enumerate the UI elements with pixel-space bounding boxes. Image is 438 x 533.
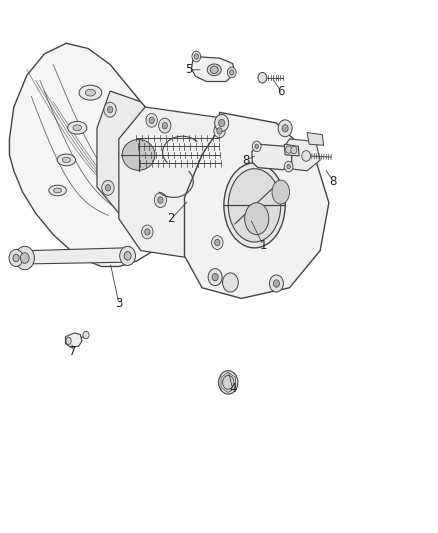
Circle shape [285, 146, 291, 154]
Circle shape [222, 375, 233, 389]
Circle shape [15, 246, 34, 270]
Polygon shape [184, 112, 328, 298]
Circle shape [105, 184, 110, 191]
Circle shape [154, 192, 166, 207]
Ellipse shape [272, 180, 289, 204]
Circle shape [214, 115, 228, 132]
Circle shape [290, 147, 296, 154]
Polygon shape [97, 91, 180, 224]
Circle shape [191, 51, 200, 62]
Circle shape [104, 102, 116, 117]
Circle shape [254, 144, 258, 149]
Circle shape [20, 253, 29, 263]
Circle shape [216, 128, 222, 134]
Ellipse shape [62, 157, 71, 163]
Polygon shape [251, 144, 291, 169]
Circle shape [218, 370, 237, 394]
Polygon shape [119, 107, 241, 261]
Circle shape [194, 54, 198, 59]
Ellipse shape [119, 136, 158, 173]
Circle shape [301, 151, 310, 161]
Ellipse shape [53, 188, 61, 193]
Ellipse shape [57, 154, 75, 166]
Circle shape [218, 119, 224, 127]
Circle shape [9, 249, 23, 266]
Circle shape [149, 117, 154, 124]
Circle shape [13, 254, 19, 262]
Ellipse shape [67, 122, 87, 134]
Text: 4: 4 [228, 382, 236, 395]
Circle shape [162, 123, 167, 129]
Ellipse shape [122, 140, 155, 170]
Polygon shape [10, 43, 180, 266]
Ellipse shape [207, 64, 221, 76]
Circle shape [284, 161, 292, 172]
Ellipse shape [244, 203, 268, 235]
Ellipse shape [79, 85, 102, 100]
Circle shape [214, 239, 219, 246]
Circle shape [252, 141, 261, 152]
Circle shape [258, 72, 266, 83]
Circle shape [208, 269, 222, 286]
Circle shape [278, 120, 291, 137]
Circle shape [213, 124, 225, 138]
Ellipse shape [66, 337, 71, 345]
Ellipse shape [223, 163, 285, 248]
Circle shape [145, 229, 150, 235]
Circle shape [146, 114, 157, 127]
Circle shape [282, 125, 288, 132]
Text: 5: 5 [185, 63, 192, 76]
Ellipse shape [210, 66, 218, 74]
Polygon shape [306, 133, 323, 146]
Circle shape [124, 252, 131, 260]
Circle shape [269, 275, 283, 292]
Ellipse shape [228, 168, 280, 242]
Circle shape [273, 280, 279, 287]
Ellipse shape [49, 185, 66, 196]
Text: 2: 2 [167, 212, 175, 225]
Circle shape [158, 118, 170, 133]
Circle shape [222, 273, 238, 292]
Circle shape [141, 225, 152, 239]
Circle shape [286, 165, 290, 168]
Polygon shape [22, 248, 132, 264]
Ellipse shape [85, 90, 95, 96]
Circle shape [83, 332, 89, 339]
Circle shape [157, 197, 162, 203]
Circle shape [227, 67, 236, 78]
Circle shape [107, 107, 113, 113]
Circle shape [212, 273, 218, 281]
Text: 8: 8 [329, 175, 336, 188]
Text: 3: 3 [115, 297, 122, 310]
Circle shape [120, 246, 135, 265]
Text: 6: 6 [276, 85, 284, 98]
Polygon shape [65, 333, 82, 348]
Text: 7: 7 [69, 345, 77, 358]
Text: 1: 1 [259, 239, 266, 252]
Polygon shape [284, 144, 298, 156]
Circle shape [102, 180, 114, 195]
Circle shape [211, 236, 223, 249]
Text: 8: 8 [241, 154, 249, 167]
Polygon shape [280, 139, 319, 171]
Ellipse shape [73, 125, 81, 131]
Circle shape [229, 70, 233, 75]
Polygon shape [191, 56, 234, 82]
